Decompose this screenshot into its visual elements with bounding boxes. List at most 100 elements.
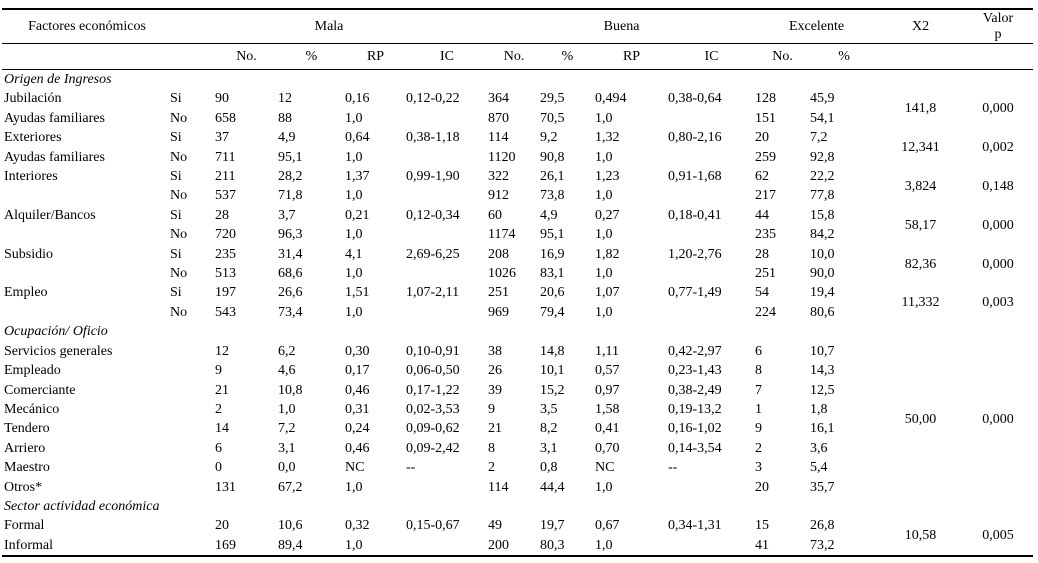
cell-exc-no: 44	[755, 207, 770, 223]
subheader-mala-rp: RP	[345, 43, 406, 70]
cell-buena-rp: 0,41	[595, 421, 620, 437]
cell-exc-pct: 16,1	[810, 421, 835, 437]
table-row: No 720 96,3 1,0 1174 95,1 1,0 235 84,2	[2, 225, 1033, 244]
header-sub-row: No. % RP IC No. % RP IC No. %	[2, 43, 1034, 70]
header-empty-cell	[963, 43, 1034, 70]
cell-mala-rp: 1,0	[345, 110, 363, 126]
valor-p-value: 0,148	[982, 178, 1014, 194]
cell-exc-pct: 5,4	[810, 460, 828, 476]
cell-buena-ic: 0,91-1,68	[668, 169, 722, 185]
subheader-buena-no: No.	[488, 43, 541, 70]
cell-si-no: Si	[170, 169, 182, 185]
cell-factor: Empleado	[4, 363, 61, 379]
cell-buena-ic: 0,80-2,16	[668, 130, 722, 146]
cell-buena-rp: 1,32	[595, 130, 620, 146]
empty-cell	[878, 70, 963, 90]
cell-exc-pct: 22,2	[810, 169, 835, 185]
cell-mala-rp: 1,0	[345, 227, 363, 243]
cell-buena-pct: 95,1	[540, 227, 565, 243]
cell-mala-pct: 31,4	[278, 246, 303, 262]
section-row: Sector actividad económica	[2, 497, 1033, 516]
empty-cell	[963, 497, 1033, 516]
x2-value: 12,341	[901, 140, 940, 156]
cell-buena-no: 912	[488, 188, 510, 204]
table-row: Empleo Si 197 26,6 1,51 1,07-2,11 251 20,6 1,07 0…	[2, 283, 1033, 310]
cell-buena-pct: 19,7	[540, 518, 565, 534]
cell-buena-no: 1174	[488, 227, 516, 243]
cell-mala-pct: 67,2	[278, 479, 303, 495]
cell-mala-pct: 3,7	[278, 207, 296, 223]
cell-si-no: Si	[170, 246, 182, 262]
cell-buena-rp: 1,0	[595, 537, 613, 553]
valor-p-value: 0,003	[982, 295, 1014, 311]
cell-exc-no: 8	[755, 363, 763, 379]
cell-si-no: No	[170, 227, 188, 243]
cell-exc-pct: 84,2	[810, 227, 835, 243]
cell-mala-rp: 1,37	[345, 169, 370, 185]
cell-factor: Subsidio	[4, 246, 54, 262]
cell-buena-pct: 44,4	[540, 479, 565, 495]
cell-buena-pct: 15,2	[540, 382, 565, 398]
subheader-mala-pct: %	[278, 43, 345, 70]
cell-mala-pct: 95,1	[278, 149, 303, 165]
cell-buena-ic	[668, 148, 755, 167]
cell-buena-no: 322	[488, 169, 510, 185]
cell-exc-pct: 45,9	[810, 91, 835, 107]
cell-factor: Ayudas familiares	[4, 149, 105, 165]
cell-buena-no: 208	[488, 246, 510, 262]
cell-exc-pct: 14,3	[810, 363, 835, 379]
cell-mala-no: 2	[215, 401, 222, 417]
cell-buena-pct: 80,3	[540, 537, 565, 553]
cell-buena-rp: NC	[595, 460, 615, 476]
cell-buena-rp: 1,0	[595, 304, 613, 320]
cell-mala-no: 537	[215, 188, 236, 204]
cell-mala-pct: 6,2	[278, 343, 296, 359]
cell-buena-pct: 70,5	[540, 110, 565, 126]
cell-factor: Tendero	[4, 421, 50, 437]
cell-si-no	[170, 516, 215, 535]
cell-mala-pct: 4,6	[278, 363, 296, 379]
table-row: Formal 20 10,6 0,32 0,15-0,67 49 19,7 0,67 0,34-…	[2, 516, 1033, 543]
cell-buena-no: 2	[488, 460, 496, 476]
empty-cell	[963, 322, 1033, 341]
cell-si-no	[170, 439, 215, 458]
cell-buena-rp: 1,0	[595, 227, 613, 243]
table-row: Comerciante 21 10,8 0,46 0,17-1,22 39 15,2 0,97…	[2, 381, 1033, 400]
cell-mala-no: 9	[215, 363, 222, 379]
cell-mala-ic: 0,17-1,22	[406, 382, 460, 398]
table-row: Exteriores Si 37 4,9 0,64 0,38-1,18 114 9,2 1,32…	[2, 128, 1033, 155]
cell-buena-ic: 0,77-1,49	[668, 285, 722, 301]
cell-buena-ic: 0,38-0,64	[668, 91, 722, 107]
cell-mala-no: 197	[215, 285, 236, 301]
cell-mala-ic: 0,10-0,91	[406, 343, 460, 359]
cell-mala-rp: 1,51	[345, 285, 370, 301]
cell-buena-pct: 73,8	[540, 188, 565, 204]
cell-buena-no: 21	[488, 421, 503, 437]
valor-p-value: 0,000	[982, 101, 1014, 117]
cell-mala-rp: 1,0	[345, 537, 363, 553]
valor-p-value: 0,000	[982, 217, 1014, 233]
cell-buena-ic: 1,20-2,76	[668, 246, 722, 262]
subheader-buena-ic: IC	[668, 43, 756, 70]
cell-factor: Mecánico	[4, 401, 60, 417]
cell-exc-pct: 7,2	[810, 130, 828, 146]
cell-factor: Alquiler/Bancos	[4, 207, 96, 223]
cell-buena-ic: 0,16-1,02	[668, 421, 722, 437]
cell-exc-pct: 1,8	[810, 401, 828, 417]
cell-buena-pct: 26,1	[540, 169, 565, 185]
cell-buena-ic: --	[668, 460, 678, 476]
table-row: Ayudas familiares No 658 88 1,0 870 70,5 1,0 151…	[2, 109, 1033, 128]
cell-mala-rp: 0,17	[345, 363, 370, 379]
table-row: No 543 73,4 1,0 969 79,4 1,0 224 80,6	[2, 303, 1033, 322]
cell-exc-pct: 10,0	[810, 246, 835, 262]
cell-buena-rp: 0,70	[595, 440, 620, 456]
cell-exc-no: 15	[755, 518, 770, 534]
cell-factor: Exteriores	[4, 130, 62, 146]
cell-mala-rp: 1,0	[345, 188, 363, 204]
cell-mala-pct: 68,6	[278, 266, 303, 282]
cell-buena-no: 39	[488, 382, 503, 398]
cell-exc-pct: 10,7	[810, 343, 835, 359]
x2-value: 141,8	[904, 101, 937, 117]
cell-buena-no: 1026	[488, 266, 517, 282]
cell-mala-rp: 0,64	[345, 130, 370, 146]
